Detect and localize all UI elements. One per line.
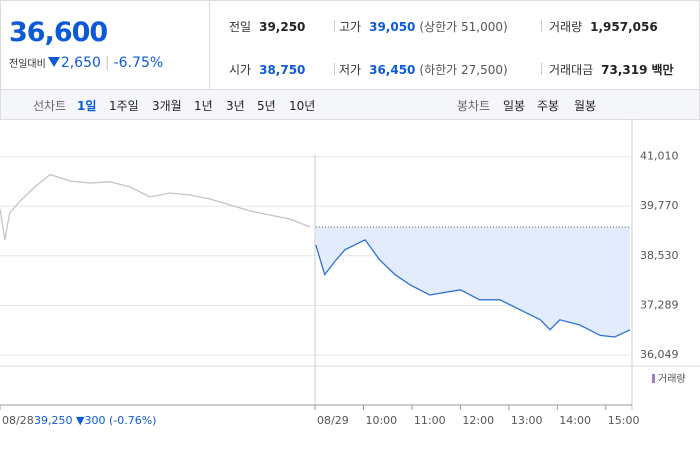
y-tick-label: 41,010 (640, 150, 679, 163)
candle-tab[interactable]: 월봉 (574, 99, 597, 113)
separator (334, 20, 335, 32)
candle-tab[interactable]: 일봉 (503, 99, 526, 113)
prev-day-summary: 39,250 ▼300 (-0.76%) (34, 414, 156, 427)
stat-value: 73,319 (601, 63, 648, 77)
price-box: 36,600 전일대비 2,650 | -6.75% (1, 1, 210, 89)
price-line (0, 173, 311, 240)
stat: 거래대금 73,319 백만 (549, 61, 674, 78)
change-label: 전일대비 (9, 59, 46, 70)
price: 36,600 (9, 17, 108, 48)
range-tab[interactable]: 1주일 (109, 99, 139, 113)
area (315, 227, 630, 337)
quote-header: 36,600 전일대비 2,650 | -6.75% 전일 39,250 고가 39,05… (0, 0, 700, 90)
range-tab[interactable]: 5년 (257, 99, 276, 113)
separator (541, 20, 542, 32)
y-tick-label: 37,289 (640, 298, 679, 311)
y-tick-label: 36,049 (640, 348, 679, 361)
y-tick-label: 38,530 (640, 249, 679, 262)
range-tab[interactable]: 1일 (77, 99, 97, 113)
separator: | (104, 55, 110, 71)
x-tick-label: 14:00 (559, 414, 591, 427)
stat-label: 전일 (229, 20, 252, 34)
x-tick-label: 11:00 (414, 414, 446, 427)
change-pct: -6.75% (113, 55, 164, 71)
stat-note: (하한가 27,500) (419, 63, 508, 77)
stat: 고가 39,050 (상한가 51,000) (339, 18, 508, 35)
stat-value: 39,050 (369, 20, 416, 34)
stat: 시가 38,750 (229, 61, 305, 78)
range-tab[interactable]: 10년 (289, 99, 316, 113)
range-tab[interactable]: 3개월 (152, 99, 182, 113)
stat-label: 고가 (339, 20, 362, 34)
stat-value: 38,750 (259, 63, 306, 77)
stat-value: 36,450 (369, 63, 416, 77)
separator (334, 63, 335, 75)
legend-label: 거래량 (658, 373, 686, 385)
change-value: 2,650 (60, 55, 101, 71)
stat: 저가 36,450 (하한가 27,500) (339, 61, 508, 78)
stat-label: 거래량 (549, 20, 583, 34)
separator (541, 63, 542, 75)
stat-value: 1,957,056 (590, 20, 658, 34)
y-tick-label: 39,770 (640, 199, 679, 212)
price-line (315, 238, 631, 338)
stat-label: 거래대금 (549, 63, 594, 77)
legend-swatch (652, 374, 655, 383)
down-icon (47, 57, 60, 67)
range-tab[interactable]: 1년 (194, 99, 213, 113)
stat: 전일 39,250 (229, 18, 305, 35)
candle-tab[interactable]: 주봉 (537, 99, 560, 113)
change: 전일대비 2,650 | -6.75% (9, 55, 163, 71)
stat-note: (상한가 51,000) (419, 20, 508, 34)
stat-label: 저가 (339, 63, 362, 77)
stat-value: 39,250 (259, 20, 306, 34)
stat-unit: 백만 (651, 63, 674, 77)
stat: 거래량 1,957,056 (549, 18, 658, 35)
x-tick-label: 12:00 (462, 414, 494, 427)
x-tick-label: 15:00 (608, 414, 640, 427)
tab-group-label: 봉차트 (457, 99, 491, 113)
x-tick-label: 08/28 (2, 414, 34, 427)
tab-group-label: 선차트 (33, 99, 67, 113)
x-tick-label: 08/29 (317, 414, 349, 427)
stat-label: 시가 (229, 63, 252, 77)
x-tick-label: 10:00 (365, 414, 397, 427)
range-tab[interactable]: 3년 (226, 99, 245, 113)
x-tick-label: 13:00 (511, 414, 543, 427)
